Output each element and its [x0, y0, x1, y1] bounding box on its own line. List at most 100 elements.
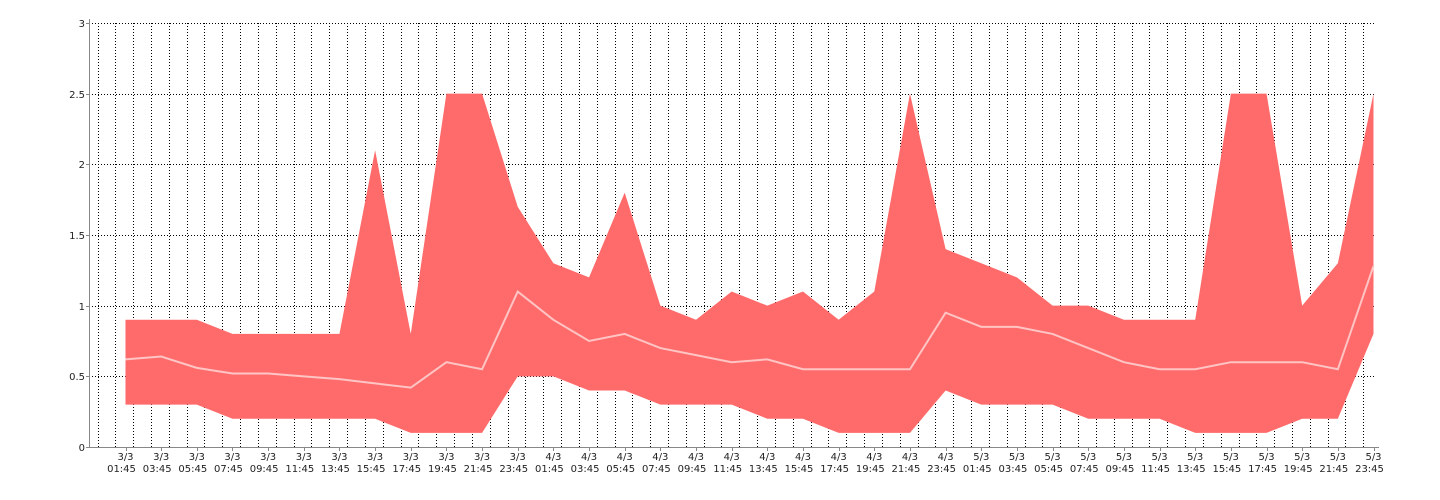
- x-tick-label: 4/311:45: [713, 452, 742, 475]
- x-tick-time: 21:45: [464, 464, 493, 475]
- x-tick-date: 5/3: [1365, 452, 1381, 463]
- x-tick-date: 4/3: [759, 452, 775, 463]
- x-tick-label: 3/315:45: [357, 452, 386, 475]
- x-tick-time: 09:45: [250, 464, 279, 475]
- x-tick-label: 3/313:45: [321, 452, 350, 475]
- axes: [86, 19, 1379, 451]
- x-tick-time: 01:45: [107, 464, 136, 475]
- x-tick-time: 03:45: [999, 464, 1028, 475]
- x-tick-time: 13:45: [1177, 464, 1206, 475]
- mean-line: [125, 265, 1375, 389]
- x-tick-time: 23:45: [1355, 464, 1384, 475]
- x-tick-label: 4/301:45: [535, 452, 564, 475]
- x-tick-date: 5/3: [1009, 452, 1025, 463]
- x-tick-label: 3/311:45: [285, 452, 314, 475]
- x-tick-date: 3/3: [367, 452, 383, 463]
- x-tick-time: 15:45: [785, 464, 814, 475]
- x-tick-label: 3/309:45: [250, 452, 279, 475]
- x-tick-time: 09:45: [1105, 464, 1134, 475]
- x-tick-date: 3/3: [438, 452, 454, 463]
- x-tick-date: 4/3: [545, 452, 561, 463]
- x-tick-label: 4/309:45: [678, 452, 707, 475]
- band-area: [125, 93, 1374, 433]
- x-tick-time: 19:45: [428, 464, 457, 475]
- x-tick-label: 3/319:45: [428, 452, 457, 475]
- x-tick-date: 5/3: [1294, 452, 1310, 463]
- x-tick-time: 01:45: [535, 464, 564, 475]
- x-tick-label: 4/315:45: [785, 452, 814, 475]
- x-tick-label: 4/305:45: [606, 452, 635, 475]
- x-tick-time: 15:45: [1212, 464, 1241, 475]
- x-tick-date: 5/3: [1116, 452, 1132, 463]
- x-tick-label: 3/307:45: [214, 452, 243, 475]
- x-tick-label: 5/323:45: [1355, 452, 1384, 475]
- x-tick-time: 11:45: [285, 464, 314, 475]
- x-tick-date: 3/3: [331, 452, 347, 463]
- x-tick-date: 4/3: [866, 452, 882, 463]
- x-tick-date: 4/3: [795, 452, 811, 463]
- x-tick-date: 4/3: [724, 452, 740, 463]
- x-tick-date: 3/3: [296, 452, 312, 463]
- x-tick-date: 3/3: [474, 452, 490, 463]
- x-tick-time: 07:45: [642, 464, 671, 475]
- x-tick-time: 07:45: [214, 464, 243, 475]
- x-tick-time: 01:45: [963, 464, 992, 475]
- x-tick-label: 4/321:45: [892, 452, 921, 475]
- x-tick-date: 3/3: [260, 452, 276, 463]
- x-tick-time: 17:45: [392, 464, 421, 475]
- x-tick-time: 05:45: [606, 464, 635, 475]
- y-tick-label: 1.5: [69, 231, 85, 242]
- x-tick-time: 09:45: [678, 464, 707, 475]
- x-tick-date: 5/3: [1152, 452, 1168, 463]
- x-tick-date: 4/3: [831, 452, 847, 463]
- x-tick-date: 3/3: [117, 452, 133, 463]
- x-tick-label: 5/301:45: [963, 452, 992, 475]
- x-tick-time: 11:45: [713, 464, 742, 475]
- x-tick-time: 17:45: [820, 464, 849, 475]
- x-tick-date: 5/3: [1045, 452, 1061, 463]
- x-tick-label: 3/305:45: [178, 452, 207, 475]
- x-tick-time: 11:45: [1141, 464, 1170, 475]
- x-tick-date: 5/3: [1258, 452, 1274, 463]
- x-tick-label: 5/321:45: [1319, 452, 1348, 475]
- x-tick-date: 4/3: [652, 452, 668, 463]
- y-tick-label: 0: [79, 443, 85, 454]
- y-tick-label: 3: [79, 19, 85, 30]
- x-tick-time: 19:45: [1284, 464, 1313, 475]
- x-tick-label: 5/319:45: [1284, 452, 1313, 475]
- x-tick-label: 4/323:45: [927, 452, 956, 475]
- x-tick-date: 5/3: [1223, 452, 1239, 463]
- x-tick-label: 4/313:45: [749, 452, 778, 475]
- x-tick-date: 5/3: [973, 452, 989, 463]
- x-tick-time: 03:45: [571, 464, 600, 475]
- x-tick-time: 15:45: [357, 464, 386, 475]
- x-tick-date: 3/3: [153, 452, 169, 463]
- x-tick-time: 03:45: [143, 464, 172, 475]
- x-tick-time: 13:45: [321, 464, 350, 475]
- x-tick-date: 5/3: [1330, 452, 1346, 463]
- x-tick-label: 4/303:45: [571, 452, 600, 475]
- y-tick-label: 2: [79, 160, 85, 171]
- x-tick-label: 5/309:45: [1105, 452, 1134, 475]
- y-tick-label: 0.5: [69, 372, 85, 383]
- x-tick-label: 3/301:45: [107, 452, 136, 475]
- mean-series-line: [125, 265, 1375, 389]
- x-tick-date: 5/3: [1187, 452, 1203, 463]
- y-tick-labels: 0 0.5 1 1.5 2 2.5 3: [69, 19, 85, 454]
- x-tick-date: 4/3: [581, 452, 597, 463]
- x-tick-date: 3/3: [224, 452, 240, 463]
- x-tick-label: 5/307:45: [1070, 452, 1099, 475]
- x-tick-time: 13:45: [749, 464, 778, 475]
- x-tick-label: 5/303:45: [999, 452, 1028, 475]
- x-tick-date: 3/3: [403, 452, 419, 463]
- x-tick-date: 4/3: [902, 452, 918, 463]
- y-tick-label: 1: [79, 302, 85, 313]
- x-tick-date: 4/3: [688, 452, 704, 463]
- x-tick-time: 21:45: [1319, 464, 1348, 475]
- x-tick-time: 23:45: [927, 464, 956, 475]
- x-tick-label: 5/315:45: [1212, 452, 1241, 475]
- x-tick-time: 05:45: [1034, 464, 1063, 475]
- min-max-band: [125, 93, 1374, 433]
- x-tick-date: 4/3: [938, 452, 954, 463]
